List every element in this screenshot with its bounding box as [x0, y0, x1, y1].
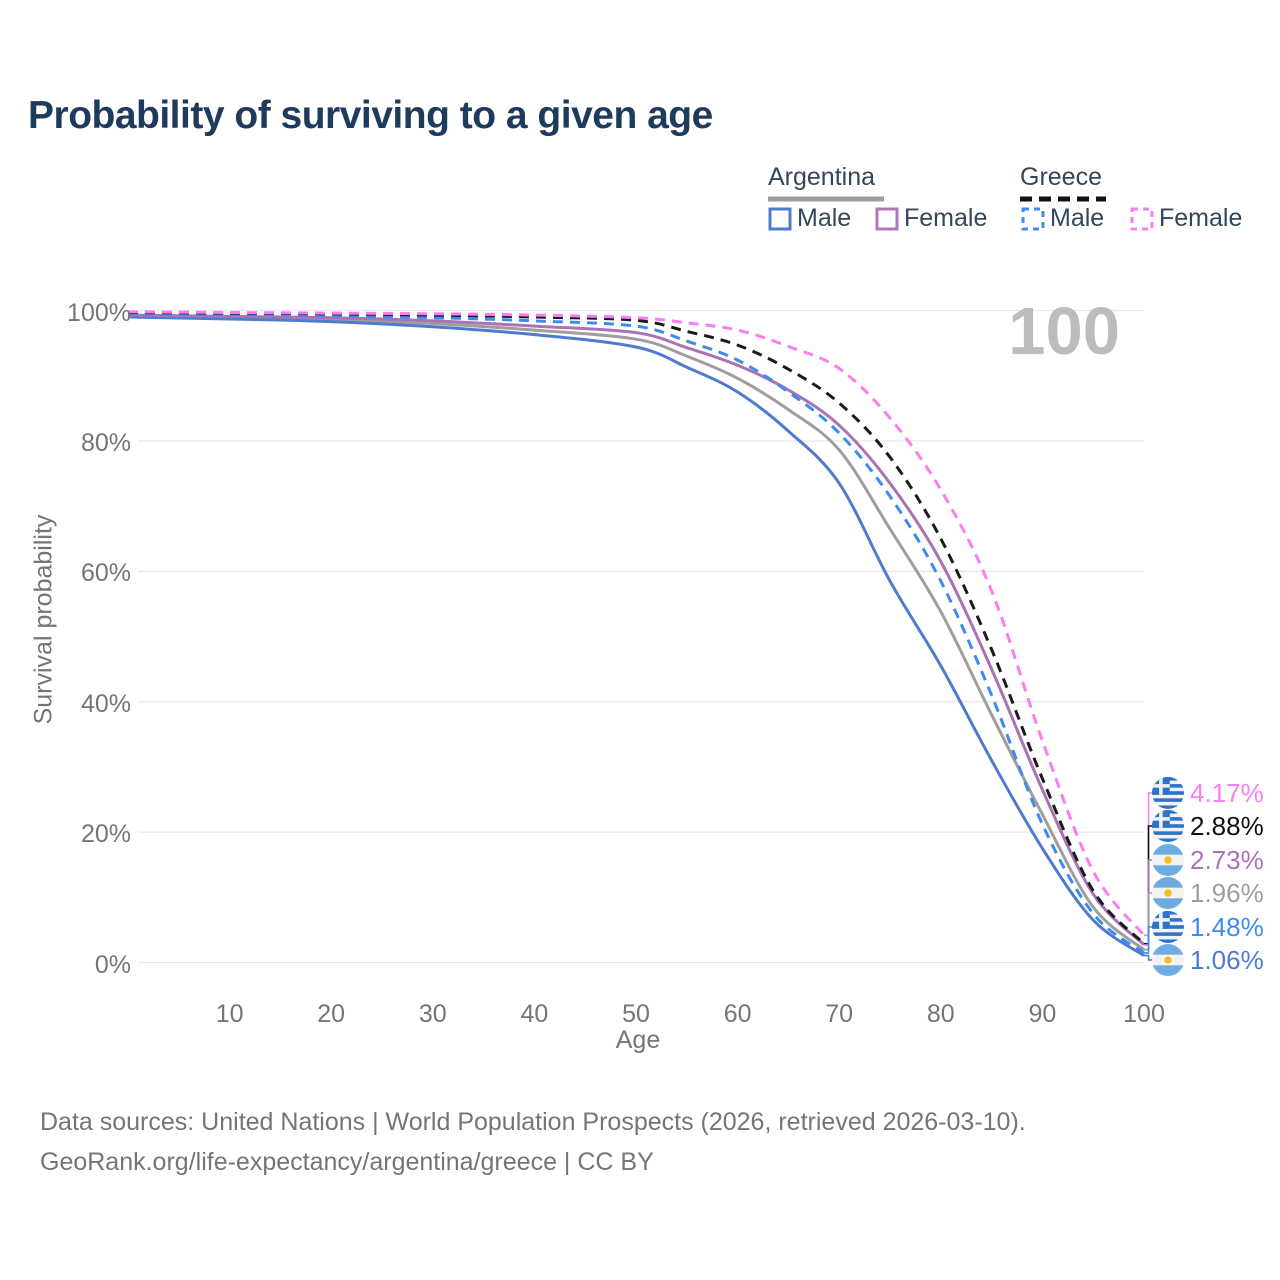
- end-label-row-argentina-2.73%: 2.73%: [1152, 844, 1264, 876]
- end-label-row-argentina-1.96%: 1.96%: [1152, 877, 1264, 909]
- leader-line-1.06%: [1144, 954, 1153, 961]
- end-label-row-greece-4.17%: 4.17%: [1152, 777, 1264, 809]
- end-label-row-argentina-1.06%: 1.06%: [1152, 944, 1264, 976]
- x-tick-100: 100: [1123, 1000, 1165, 1028]
- end-label-value: 1.96%: [1190, 877, 1264, 908]
- legend-swatch-greece-female-icon: [1130, 207, 1154, 230]
- end-label-value: 2.88%: [1190, 810, 1264, 841]
- x-tick-70: 70: [825, 1000, 854, 1028]
- x-tick-50: 50: [622, 1000, 650, 1028]
- leader-line-1.96%: [1144, 892, 1153, 951]
- legend-label-greece-male: Male: [1050, 204, 1105, 232]
- x-tick-20: 20: [317, 1000, 346, 1028]
- legend-label-argentina-female: Female: [904, 204, 988, 232]
- page-title: Probability of surviving to a given age: [28, 94, 713, 137]
- leader-line-1.48%: [1144, 926, 1153, 954]
- curve-greece-male: [127, 312, 1145, 955]
- legend-underline-argentina-solid: [768, 196, 884, 202]
- curve-argentina-female: [127, 313, 1146, 946]
- legend-group-greece: Greece Male Female: [1020, 163, 1242, 231]
- end-label-row-greece-1.48%: 1.48%: [1152, 911, 1264, 943]
- greece-flag-icon: [1152, 810, 1184, 842]
- argentina-flag-icon: [1152, 844, 1184, 876]
- y-tick-0%: 0%: [94, 950, 131, 979]
- legend-label-argentina-male: Male: [797, 204, 852, 232]
- y-axis-title: Survival probability: [29, 514, 58, 725]
- greece-flag-icon: [1152, 777, 1184, 809]
- legend-swatch-argentina-female-icon: [875, 207, 899, 230]
- footer-data-sources: Data sources: United Nations | World Pop…: [40, 1108, 1026, 1136]
- end-label-value: 1.06%: [1190, 944, 1264, 975]
- end-label-row-greece-2.88%: 2.88%: [1152, 810, 1264, 842]
- greece-flag-icon: [1152, 911, 1184, 943]
- argentina-flag-icon: [1152, 944, 1184, 976]
- legend-label-greece-female: Female: [1159, 204, 1243, 232]
- x-tick-40: 40: [520, 1000, 549, 1028]
- y-tick-80%: 80%: [80, 428, 131, 457]
- legend-item-argentina-female: Female: [875, 206, 987, 231]
- x-tick-30: 30: [418, 1000, 447, 1028]
- end-label-value: 1.48%: [1190, 911, 1264, 942]
- legend-swatch-argentina-male-icon: [768, 207, 792, 230]
- x-axis-title: Age: [615, 1026, 661, 1054]
- legend-swatch-greece-male-icon: [1021, 207, 1045, 230]
- end-label-value: 4.17%: [1190, 777, 1264, 808]
- end-label-value: 2.73%: [1190, 844, 1264, 875]
- age-watermark: 100: [1008, 294, 1120, 369]
- curve-greece-both: [127, 310, 1146, 945]
- legend-underline-greece-dashed: [1020, 196, 1106, 202]
- x-tick-80: 80: [926, 1000, 955, 1028]
- y-tick-100%: 100%: [67, 298, 131, 327]
- x-tick-10: 10: [215, 1000, 244, 1028]
- legend-item-greece-male: Male: [1021, 206, 1104, 231]
- footer-attribution: GeoRank.org/life-expectancy/argentina/gr…: [40, 1148, 654, 1176]
- y-tick-20%: 20%: [80, 820, 131, 849]
- y-tick-40%: 40%: [80, 689, 131, 718]
- legend-item-greece-female: Female: [1130, 206, 1242, 231]
- legend-header-greece: Greece: [1020, 163, 1102, 191]
- legend-item-argentina-male: Male: [768, 206, 851, 231]
- x-tick-60: 60: [723, 1000, 752, 1028]
- argentina-flag-icon: [1152, 877, 1184, 909]
- curve-greece-female: [127, 310, 1146, 937]
- y-tick-60%: 60%: [80, 559, 131, 588]
- x-tick-90: 90: [1028, 1000, 1057, 1028]
- legend-group-argentina: Argentina Male Female: [768, 163, 987, 231]
- legend-header-argentina: Argentina: [768, 163, 876, 191]
- curve-argentina-male: [127, 315, 1145, 957]
- curve-argentina-both: [127, 314, 1145, 951]
